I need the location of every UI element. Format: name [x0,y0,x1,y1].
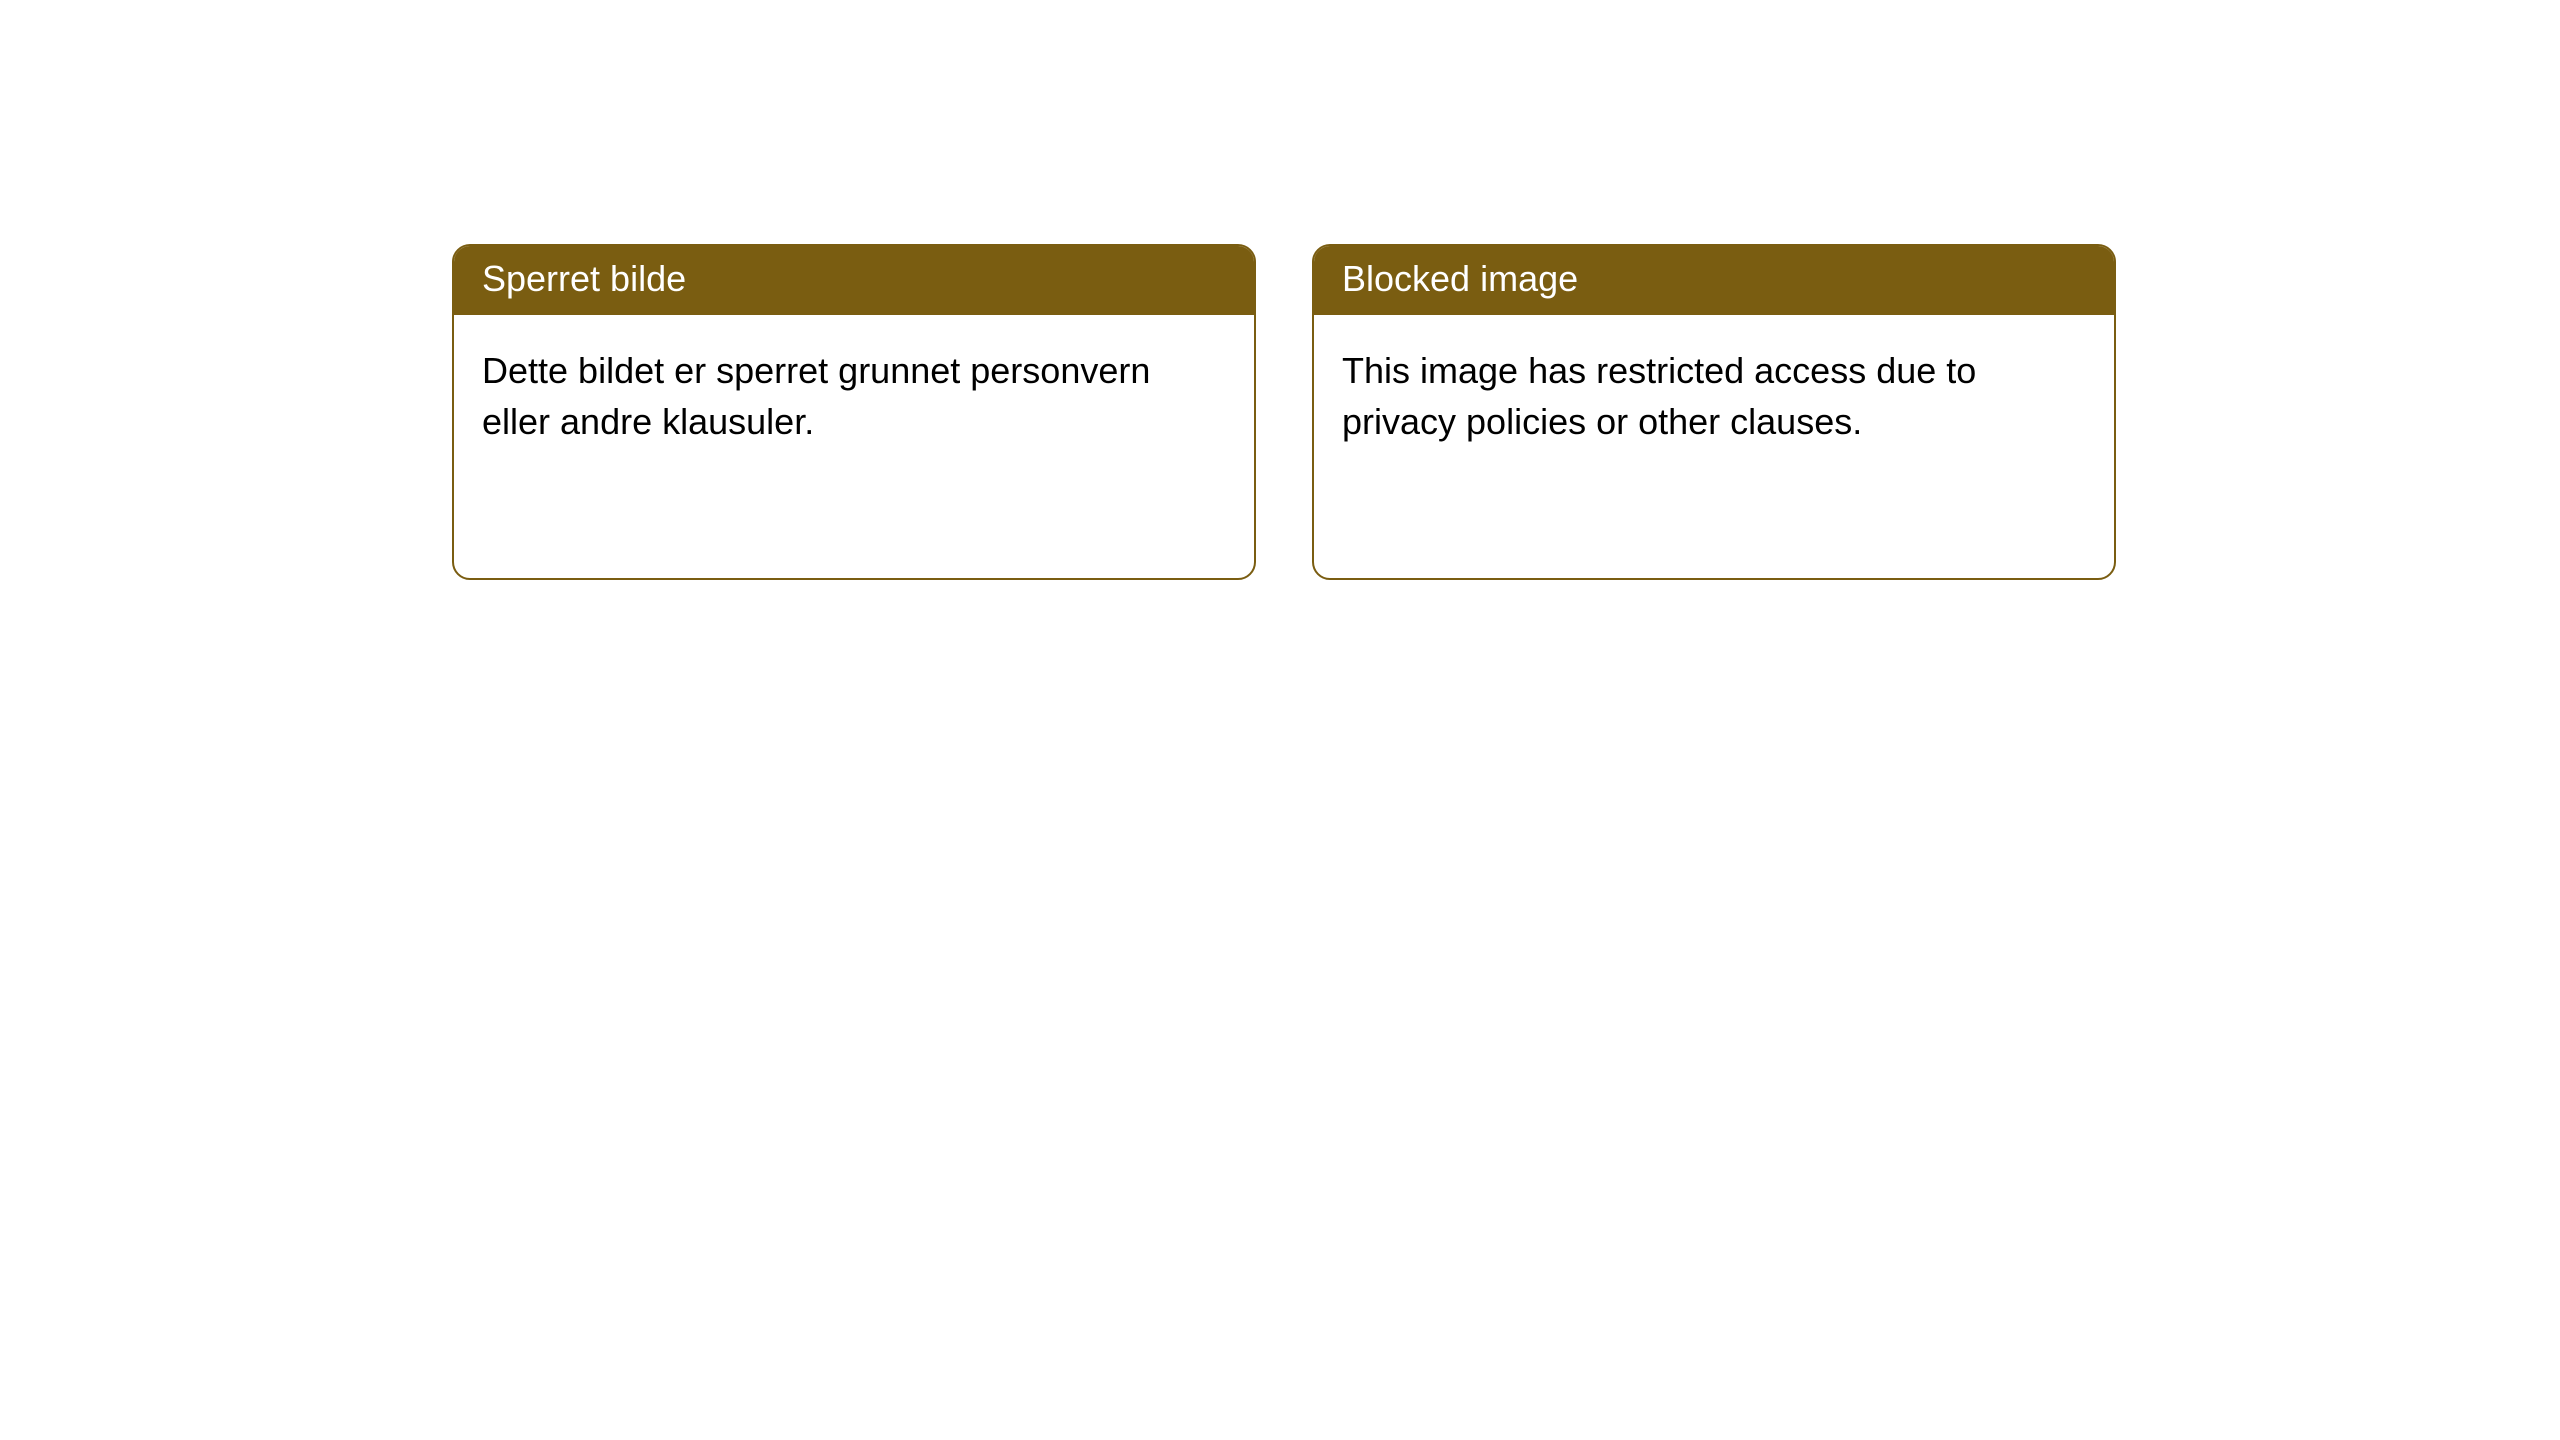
notice-card-english: Blocked image This image has restricted … [1312,244,2116,580]
notice-title-english: Blocked image [1314,246,2114,315]
notice-body-english: This image has restricted access due to … [1314,315,2114,477]
notice-body-norwegian: Dette bildet er sperret grunnet personve… [454,315,1254,477]
notice-title-norwegian: Sperret bilde [454,246,1254,315]
notice-card-norwegian: Sperret bilde Dette bildet er sperret gr… [452,244,1256,580]
notice-container: Sperret bilde Dette bildet er sperret gr… [0,0,2560,580]
